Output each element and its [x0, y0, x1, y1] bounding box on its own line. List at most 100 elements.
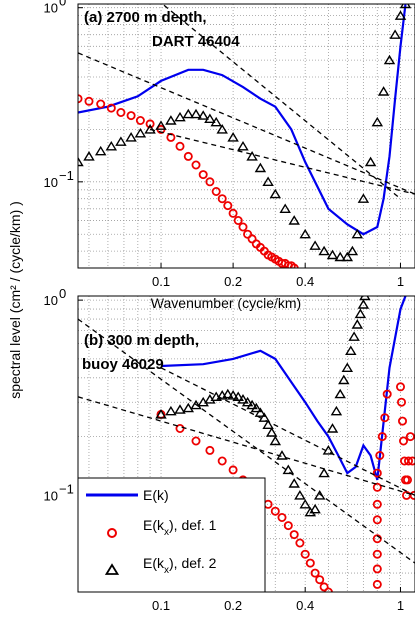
point-E_kx_def1 — [286, 261, 296, 268]
point-E_kx_def1 — [403, 456, 413, 466]
x-tick-label: 0.1 — [152, 274, 170, 289]
point-E_kx_def1 — [116, 108, 126, 118]
point-E_kx_def1 — [319, 582, 329, 592]
legend-label-e-kx-def1: E(kx), def. 1 — [143, 517, 217, 538]
series-ref3-line — [160, 367, 415, 496]
point-E_kx_def2 — [359, 296, 371, 301]
panel-a-title-line1: (a) 2700 m depth, — [84, 9, 207, 26]
legend-label-e-kx-def2: E(kx), def. 2 — [143, 555, 217, 576]
point-E_kx_def2 — [227, 390, 239, 400]
point-E_kx_def1 — [211, 186, 221, 196]
point-E_kx_def2 — [134, 127, 147, 138]
point-E_kx_def1 — [380, 413, 390, 423]
point-E_kx_def2 — [299, 498, 311, 509]
point-E_kx_def1 — [84, 96, 94, 106]
x-tick-label: 1 — [397, 274, 404, 289]
point-E_kx_def2 — [394, 10, 407, 20]
point-E_kx_def2 — [345, 345, 357, 355]
point-E_kx_def2 — [288, 215, 300, 225]
point-E_kx_def1 — [205, 177, 215, 187]
point-E_kx_def2 — [338, 374, 350, 385]
panel-a-title-line2: DART 46404 — [152, 33, 240, 50]
point-E_kx_def1 — [270, 506, 280, 516]
point-E_kx_def1 — [377, 432, 387, 442]
legend-swatch-e-kx-def1 — [107, 528, 117, 538]
point-E_kx_def2 — [354, 308, 367, 319]
point-E_kx_def1 — [96, 99, 106, 109]
legend-label-e-k: E(k) — [143, 487, 169, 503]
point-E_kx_def1 — [166, 132, 176, 142]
point-E_kx_def2 — [294, 490, 306, 500]
y-tick-exponent: −1 — [59, 481, 74, 496]
point-E_kx_def2 — [227, 132, 239, 142]
point-E_kx_def2 — [182, 402, 195, 413]
point-E_kx_def1 — [372, 482, 382, 492]
point-E_kx_def2 — [313, 490, 326, 500]
point-E_kx_def2 — [241, 396, 254, 407]
point-E_kx_def2 — [262, 176, 274, 186]
point-E_kx_def2 — [237, 140, 249, 151]
point-E_kx_def2 — [326, 249, 339, 260]
y-tick-label: 10 — [44, 175, 58, 190]
point-E_kx_def1 — [283, 521, 293, 531]
point-E_kx_def1 — [228, 465, 238, 475]
point-E_kx_def1 — [217, 456, 227, 466]
x-tick-label: 0.4 — [296, 598, 314, 613]
point-E_kx_def2 — [334, 251, 346, 262]
point-E_kx_def2 — [334, 388, 346, 399]
point-E_kx_def2 — [155, 409, 167, 419]
series-ref2-line — [78, 318, 415, 564]
point-E_kx_def2 — [371, 116, 384, 127]
point-E_kx_def1 — [175, 423, 185, 433]
point-E_kx_def1 — [409, 490, 415, 500]
series-ref1-line — [78, 52, 415, 195]
point-E_kx_def2 — [269, 188, 282, 199]
point-E_kx_def2 — [383, 54, 396, 65]
point-E_kx_def1 — [372, 579, 382, 589]
point-E_kx_def2 — [364, 156, 377, 167]
series-ref3-line — [149, 128, 415, 195]
point-E_kx_def1 — [398, 436, 408, 446]
point-E_kx_def1 — [106, 103, 116, 113]
point-E_kx_def2 — [182, 108, 195, 119]
point-E_kx_def1 — [243, 229, 253, 239]
panel-b-title-line2: buoy 46029 — [82, 356, 164, 373]
point-E_kx_def1 — [238, 222, 248, 232]
point-E_kx_def1 — [223, 201, 233, 211]
point-E_kx_def1 — [396, 397, 406, 407]
point-E_kx_def2 — [174, 111, 186, 122]
y-axis-label: spectral level (cm² / (cycle/km) ) — [7, 201, 23, 399]
point-E_kx_def2 — [94, 145, 107, 156]
point-E_kx_def1 — [375, 450, 385, 460]
point-E_kx_def1 — [191, 436, 201, 446]
point-E_kx_def2 — [210, 116, 222, 127]
point-E_kx_def2 — [279, 203, 291, 213]
point-E_kx_def2 — [309, 503, 321, 514]
point-E_kx_def1 — [126, 111, 136, 121]
point-E_kx_def2 — [165, 115, 177, 125]
x-tick-label: 0.4 — [296, 274, 314, 289]
series-E_k-line — [160, 296, 407, 481]
point-E_kx_def1 — [191, 160, 201, 170]
legend-swatch-e-kx-def2 — [104, 563, 120, 575]
axes-frame-a — [77, 3, 415, 269]
panel-b-title-line1: (b) 300 m depth, — [84, 332, 199, 349]
point-E_kx_def2 — [216, 124, 228, 134]
point-E_kx_def2 — [174, 404, 186, 414]
point-E_kx_def1 — [175, 141, 185, 151]
point-E_kx_def1 — [407, 456, 415, 466]
point-E_kx_def2 — [341, 362, 354, 372]
point-E_kx_def1 — [395, 382, 405, 392]
point-E_kx_def1 — [315, 575, 325, 585]
point-E_kx_def2 — [357, 299, 370, 309]
point-E_kx_def1 — [198, 170, 208, 180]
point-E_kx_def2 — [318, 245, 330, 256]
point-E_kx_def2 — [309, 240, 321, 250]
y-tick-exponent: 0 — [59, 286, 66, 301]
point-E_kx_def2 — [254, 162, 267, 173]
point-E_kx_def2 — [351, 228, 364, 239]
point-E_kx_def2 — [190, 108, 202, 119]
y-tick-exponent: 0 — [59, 0, 66, 9]
point-E_kx_def1 — [372, 468, 382, 478]
point-E_kx_def2 — [155, 120, 167, 130]
